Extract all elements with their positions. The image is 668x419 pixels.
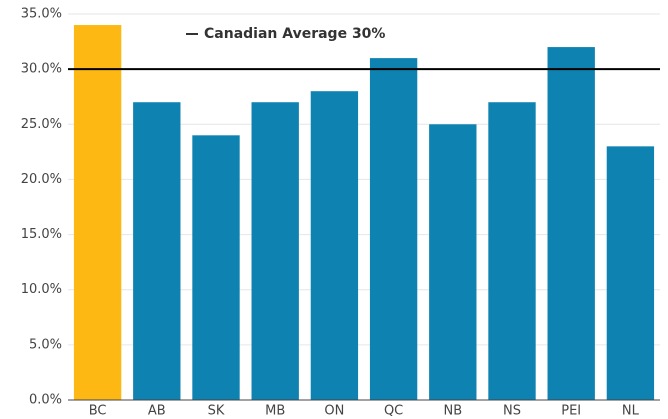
x-tick-label: NB [443,404,462,419]
y-tick-label: 10.0% [21,282,62,297]
x-tick-label: PEI [561,404,581,419]
x-tick-label: AB [148,404,166,419]
bar [192,135,240,401]
bar [606,146,655,400]
bar [369,58,418,400]
x-tick-label: NL [622,404,640,419]
y-tick-label: 5.0% [29,337,62,352]
y-tick-label: 30.0% [21,62,62,77]
x-tick-label: ON [324,404,344,419]
x-tick-label: QC [384,404,403,419]
y-tick-label: 15.0% [21,227,62,242]
bar [488,102,536,400]
x-tick-label: SK [208,404,225,419]
x-tick-label: NS [503,404,521,419]
y-tick-label: 0.0% [29,393,62,408]
bar [251,102,299,400]
y-tick-label: 25.0% [21,117,62,132]
x-tick-label: BC [89,404,107,419]
bar [547,47,595,400]
reference-label: Canadian Average 30% [204,26,385,42]
bar [429,124,477,401]
x-tick-label: MB [265,404,285,419]
y-tick-label: 20.0% [21,172,62,187]
bar [133,102,181,400]
bar [73,25,122,401]
y-tick-label: 35.0% [21,7,62,22]
bar [310,91,359,400]
